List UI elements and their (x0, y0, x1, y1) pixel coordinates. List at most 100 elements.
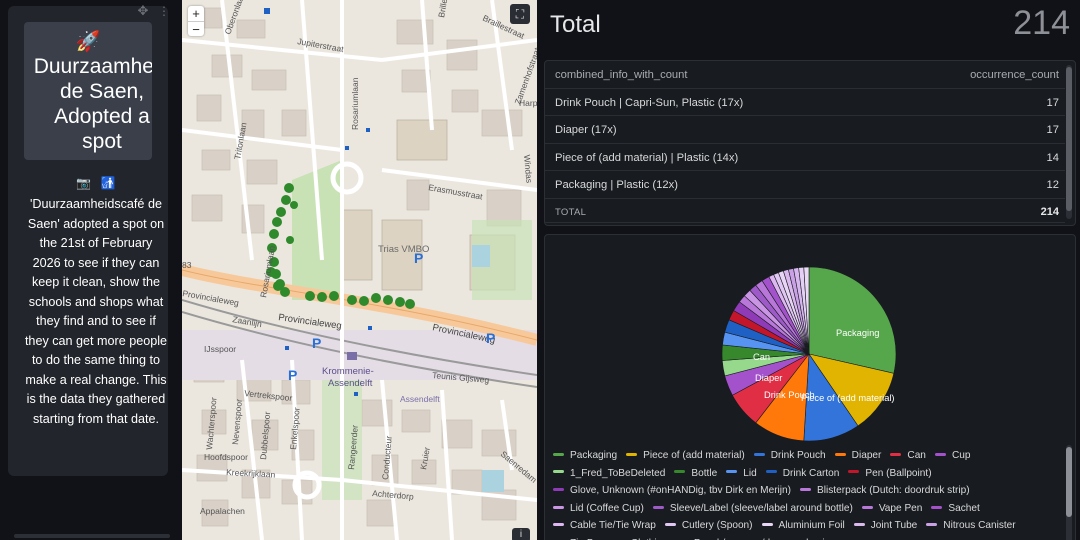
map-label-rangeerder: Rangeerder (346, 424, 360, 470)
zoom-controls: + − (188, 6, 204, 37)
fullscreen-icon[interactable]: ⛶ (510, 4, 530, 24)
parking-icon-3: P (288, 367, 297, 383)
table-row[interactable]: Packaging | Plastic (12x) 12 (545, 171, 1065, 199)
pie-chart-panel: Packaging Piece of (add material) Drink … (544, 234, 1076, 540)
parking-icon-2: P (486, 330, 495, 346)
map-label-rosariumlaan: Rosariumlaan (350, 77, 360, 130)
legend-swatch (626, 452, 638, 456)
legend-item[interactable]: Zip Bag (553, 535, 605, 540)
rocket-icon: 🚀 (75, 31, 101, 53)
legend-label: Lid (743, 467, 757, 479)
pie-slice[interactable] (808, 353, 895, 427)
map-label-windas: Windas (522, 154, 534, 183)
drag-move-icon[interactable]: ✥ (137, 3, 149, 18)
table-row[interactable]: Piece of (add material) | Plastic (14x) … (545, 144, 1065, 171)
zoom-in-button[interactable]: + (192, 6, 200, 21)
parking-icon-4: P (312, 335, 321, 351)
table-header-row: combined_info_with_count occurrence_coun… (545, 61, 1065, 89)
legend-item[interactable]: Piece of (add material) (626, 447, 745, 465)
legend-item[interactable]: Bottle (674, 465, 717, 483)
column-header-info[interactable]: combined_info_with_count (555, 69, 688, 81)
map-label-achterdorp: Achterdorp (372, 488, 415, 502)
legend-scrollbar[interactable] (1066, 445, 1072, 540)
table-cell-count: 17 (1046, 96, 1059, 109)
legend-item[interactable]: Pouch/wrapper/drugspackaging (677, 535, 836, 540)
legend-swatch (753, 452, 765, 456)
legend-swatch (800, 488, 812, 492)
slice-label-packaging: Packaging (836, 328, 879, 338)
map-canvas[interactable]: Oberonlaan Jupiterstraat Brillestraat Br… (182, 0, 537, 540)
legend-scrollbar-thumb[interactable] (1066, 447, 1072, 517)
legend-item[interactable]: Lid (Coffee Cup) (553, 500, 644, 518)
map-label-assendelft: Assendelft (328, 378, 373, 389)
legend-label: Piece of (add material) (643, 450, 745, 461)
legend-swatch (674, 470, 686, 474)
table-row[interactable]: Drink Pouch | Capri-Sun, Plastic (17x) 1… (545, 89, 1065, 116)
legend-label: Lid (Coffee Cup) (570, 502, 644, 514)
legend-item[interactable]: Drink Pouch (753, 447, 826, 465)
legend-item[interactable]: Packaging (553, 447, 617, 465)
map-label-krommenie: Krommenie- (322, 366, 374, 377)
legend-label: Cable Tie/Tie Wrap (570, 520, 656, 532)
legend-item[interactable]: Drink Carton (765, 465, 839, 483)
map-label-ijsspoor: IJsspoor (204, 344, 236, 354)
table-cell-count: 12 (1046, 179, 1059, 191)
pie-slice[interactable] (808, 266, 897, 374)
legend-item[interactable]: Clothing (614, 535, 668, 540)
slice-label-can: Can (753, 352, 770, 362)
map-label-trias-vmbo: Trias VMBO (378, 244, 429, 255)
legend-label: Sleeve/Label (sleeve/label around bottle… (669, 502, 853, 514)
map-label-nevenspoor: Nevenspoor (230, 398, 244, 445)
map-label-harp: Harp (519, 98, 537, 108)
legend-item[interactable]: Nitrous Canister (926, 517, 1016, 535)
legend-item[interactable]: Glove, Unknown (#onHANDig, tbv Dirk en M… (553, 482, 791, 500)
legend-label: Glove, Unknown (#onHANDig, tbv Dirk en M… (570, 485, 792, 497)
pie-slice[interactable] (803, 266, 810, 355)
legend-item[interactable]: Can (890, 447, 926, 465)
legend-label: Nitrous Canister (943, 520, 1016, 532)
pie-chart[interactable]: Packaging Piece of (add material) Drink … (545, 235, 1076, 445)
legend-item[interactable]: Cutlery (Spoon) (664, 517, 753, 535)
legend-item[interactable]: Sleeve/Label (sleeve/label around bottle… (652, 500, 853, 518)
legend-item[interactable]: Lid (726, 465, 757, 483)
slice-label-drink-pouch: Drink Pouch (764, 390, 815, 400)
panel-title: Duurzaamheid de Saen, Adopted a spot (33, 55, 152, 153)
panel-menu-icon[interactable]: ⋮ (158, 4, 170, 18)
table-footer-value: 214 (1040, 205, 1059, 218)
legend-item[interactable]: Cup (934, 447, 970, 465)
legend-item[interactable]: Joint Tube (853, 517, 918, 535)
legend-item[interactable]: Cable Tie/Tie Wrap (553, 517, 656, 535)
legend-label: Joint Tube (870, 520, 918, 532)
table-scrollbar-thumb[interactable] (1066, 67, 1072, 211)
legend-item[interactable]: Pen (Ballpoint) (848, 465, 932, 483)
legend-label: Aluminium Foil (778, 520, 845, 532)
parking-icon: P (414, 250, 423, 266)
zoom-out-button[interactable]: − (188, 21, 204, 37)
info-icon[interactable]: i (512, 528, 530, 540)
legend-label: Clothing (631, 538, 668, 540)
table-row[interactable]: Diaper (17x) 17 (545, 116, 1065, 144)
table-cell-info: Drink Pouch | Capri-Sun, Plastic (17x) (555, 96, 744, 109)
table-cell-info: Piece of (add material) | Plastic (14x) (555, 151, 739, 164)
slice-label-diaper: Diaper (755, 373, 782, 383)
map-panel[interactable]: Oberonlaan Jupiterstraat Brillestraat Br… (182, 0, 537, 540)
legend-swatch (853, 523, 865, 527)
map-label-83: 83 (182, 260, 192, 270)
legend-item[interactable]: Sachet (931, 500, 980, 518)
map-label-appalachen: Appalachen (200, 506, 245, 516)
panel-description: 'Duurzaamheidscafé de Saen' adopted a sp… (24, 197, 168, 426)
legend-swatch (890, 452, 902, 456)
horizontal-scrollbar[interactable] (14, 534, 170, 538)
legend-item[interactable]: Aluminium Foil (761, 517, 845, 535)
table-footer-row: TOTAL 214 (545, 199, 1065, 223)
occurrence-table-panel: combined_info_with_count occurrence_coun… (544, 60, 1076, 226)
legend-item[interactable]: Diaper (834, 447, 881, 465)
legend-label: Pouch/wrapper/drugspackaging (694, 538, 836, 540)
table-scrollbar[interactable] (1066, 65, 1072, 219)
column-header-count[interactable]: occurrence_count (970, 69, 1059, 81)
table-cell-count: 17 (1046, 124, 1059, 136)
legend-item[interactable]: 1_Fred_ToBeDeleted (553, 465, 665, 483)
legend-item[interactable]: Blisterpack (Dutch: doordruk strip) (800, 482, 970, 500)
legend-item[interactable]: Vape Pen (861, 500, 922, 518)
